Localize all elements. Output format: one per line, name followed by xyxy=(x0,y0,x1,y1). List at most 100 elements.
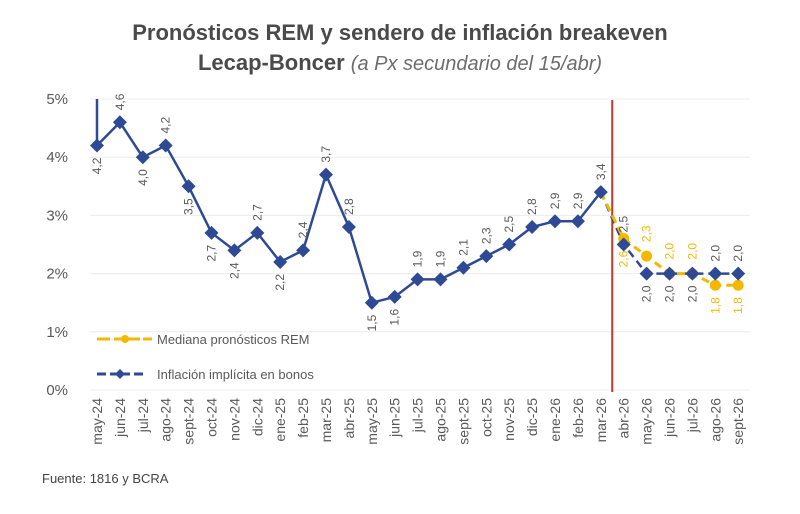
bonos-data-label: 2,3 xyxy=(479,227,493,244)
bonos-data-label: 4,0 xyxy=(136,169,150,186)
bonos-point xyxy=(112,115,127,130)
x-tick-label: jun-25 xyxy=(387,398,403,438)
bonos-point xyxy=(204,225,219,240)
x-tick-label: feb-26 xyxy=(570,398,586,438)
chart-subtitle: Lecap-Boncer (a Px secundario del 15/abr… xyxy=(0,50,800,76)
bonos-data-label: 3,4 xyxy=(594,163,608,180)
bonos-data-label: 2,4 xyxy=(227,262,241,279)
bonos-point xyxy=(479,249,494,264)
bonos-data-label: 2,0 xyxy=(685,285,699,302)
x-tick-label: jul-25 xyxy=(410,398,426,433)
rem-point xyxy=(709,279,721,291)
x-tick-label: may-25 xyxy=(364,398,380,445)
x-axis: may-24 jun-24 jul-24 ago-24 sept-24 oct-24 nov… xyxy=(89,398,746,445)
x-tick-label: jul-26 xyxy=(684,398,700,433)
bonos-point xyxy=(296,243,311,258)
x-tick-label: nov-25 xyxy=(501,398,517,441)
chart-subtitle-note: (a Px secundario del 15/abr) xyxy=(350,53,603,75)
legend-bonos-marker xyxy=(115,369,125,379)
rem-data-label: 2,3 xyxy=(640,225,654,242)
y-tick-label: 3% xyxy=(46,207,68,224)
bonos-point xyxy=(685,266,700,281)
bonos-data-label: 2,0 xyxy=(663,285,677,302)
bonos-data-label: 4,2 xyxy=(159,117,173,134)
x-tick-label: sept-25 xyxy=(455,398,471,445)
legend: Mediana pronósticos REM Inflación implíc… xyxy=(97,332,314,382)
bonos-data-label: 2,5 xyxy=(502,215,516,232)
bonos-data-label: 2,2 xyxy=(273,274,287,291)
bonos-data-label: 2,0 xyxy=(640,285,654,302)
legend-rem-label: Mediana pronósticos REM xyxy=(157,332,309,347)
legend-bonos-label: Inflación implícita en bonos xyxy=(157,367,314,382)
bonos-data-label: 1,9 xyxy=(411,250,425,267)
bonos-point xyxy=(502,237,517,252)
bonos-data-label: 2,1 xyxy=(456,239,470,256)
x-tick-label: oct-25 xyxy=(478,398,494,437)
legend-item-bonos: Inflación implícita en bonos xyxy=(97,367,314,382)
bonos-point xyxy=(158,138,173,153)
x-tick-label: may-26 xyxy=(639,398,655,445)
series-group xyxy=(90,99,746,310)
bonos-data-label: 3,7 xyxy=(319,146,333,163)
bonos-data-label: 2,4 xyxy=(296,221,310,238)
bonos-point xyxy=(570,214,585,229)
x-tick-label: mar-25 xyxy=(318,398,334,443)
chart-subtitle-main: Lecap-Boncer xyxy=(197,50,345,75)
bonos-data-label: 4,2 xyxy=(90,157,104,174)
x-tick-label: sept-24 xyxy=(181,398,197,445)
bonos-data-label: 2,8 xyxy=(525,198,539,215)
y-tick-label: 5% xyxy=(46,91,68,108)
data-labels: 4,2 4,6 4,0 4,2 3,5 2,7 2,4 2,7 2,2 2,4 3,7 2,8 1,5 1… xyxy=(90,93,745,331)
source-note: Fuente: 1816 y BCRA xyxy=(42,471,169,486)
rem-data-label: 2,0 xyxy=(663,243,677,260)
x-tick-label: ene-25 xyxy=(272,398,288,442)
bonos-data-label: 1,9 xyxy=(434,250,448,267)
x-tick-label: jul-24 xyxy=(135,398,151,433)
rem-point xyxy=(732,279,744,291)
bonos-data-label: 2,5 xyxy=(617,215,631,232)
legend-rem-marker xyxy=(121,335,129,343)
bonos-point xyxy=(708,266,723,281)
y-tick-label: 0% xyxy=(46,382,68,399)
bonos-data-label: 2,7 xyxy=(205,245,219,262)
bonos-data-label: 2,0 xyxy=(731,245,745,262)
bonos-point xyxy=(135,150,150,165)
x-tick-label: abr-26 xyxy=(616,398,632,439)
x-tick-label: sept-26 xyxy=(730,398,746,445)
chart-title: Pronósticos REM y sendero de inflación b… xyxy=(132,20,668,45)
bonos-point xyxy=(341,220,356,235)
bonos-data-label: 2,7 xyxy=(250,204,264,221)
bonos-data-label: 3,5 xyxy=(182,198,196,215)
gridlines xyxy=(90,98,750,391)
y-tick-label: 1% xyxy=(46,324,68,341)
bonos-point xyxy=(662,266,677,281)
bonos-point xyxy=(227,243,242,258)
x-tick-label: feb-25 xyxy=(295,398,311,438)
rem-data-label: 1,8 xyxy=(708,297,722,314)
y-tick-label: 4% xyxy=(46,149,68,166)
bonos-data-label: 4,6 xyxy=(113,93,127,110)
bonos-point xyxy=(90,138,104,153)
bonos-data-label: 1,5 xyxy=(365,314,379,331)
bonos-point xyxy=(250,225,265,240)
rem-data-label: 2,0 xyxy=(685,243,699,260)
x-tick-label: mar-26 xyxy=(593,398,609,443)
x-tick-label: oct-24 xyxy=(204,398,220,437)
bonos-point xyxy=(181,179,196,194)
bonos-point xyxy=(433,272,448,287)
bonos-point xyxy=(525,220,540,235)
rem-data-label: 2,6 xyxy=(617,250,631,267)
x-tick-label: jun-24 xyxy=(112,398,128,438)
rem-point xyxy=(641,250,653,262)
bonos-point xyxy=(410,272,425,287)
x-tick-label: dic-25 xyxy=(524,398,540,436)
bonos-point xyxy=(364,295,379,310)
x-tick-label: nov-24 xyxy=(226,398,242,441)
x-tick-label: ene-26 xyxy=(547,398,563,442)
x-tick-label: ago-25 xyxy=(433,398,449,442)
bonos-data-label: 2,8 xyxy=(342,198,356,215)
x-tick-label: dic-24 xyxy=(249,398,265,436)
bonos-point xyxy=(731,266,746,281)
bonos-point xyxy=(273,254,288,269)
